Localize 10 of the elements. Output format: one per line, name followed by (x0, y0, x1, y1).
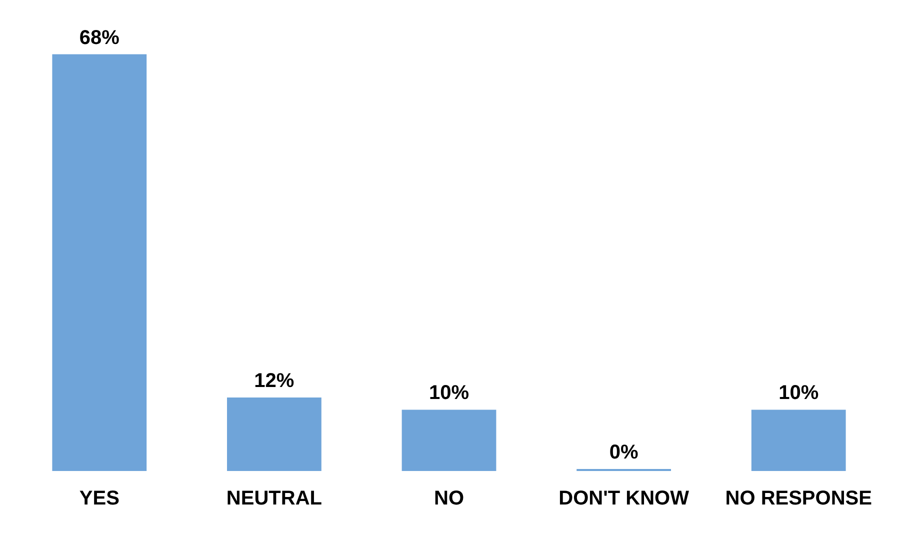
data-label: 10% (428, 382, 470, 404)
x-tick-label: YES (79, 488, 120, 510)
data-label: 0% (609, 442, 638, 464)
x-tick-label: DON'T KNOW (558, 488, 690, 510)
x-tick-label: NO RESPONSE (725, 488, 872, 510)
data-label: 12% (254, 370, 294, 392)
data-label: 68% (79, 26, 120, 49)
data-label: 10% (778, 382, 819, 404)
x-tick-label: NEUTRAL (226, 488, 322, 510)
x-tick-label: NO (434, 488, 464, 510)
